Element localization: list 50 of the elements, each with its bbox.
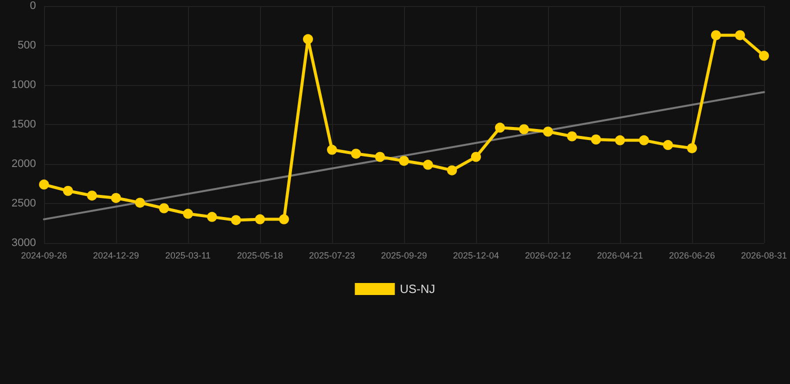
x-tick-label: 2026-02-12: [524, 250, 572, 260]
y-tick-label: 2000: [12, 158, 36, 170]
point: [519, 124, 529, 134]
point: [614, 135, 625, 146]
y-tick-label: 500: [18, 40, 36, 52]
x-tick-label: 2025-05-18: [236, 250, 284, 260]
y-tick-label: 1000: [12, 79, 36, 91]
point: [255, 214, 265, 224]
x-tick-label: 2025-03-11: [165, 250, 211, 260]
point: [63, 186, 73, 196]
x-tick-label: 2026-08-31: [740, 250, 788, 260]
x-tick-label: 2025-07-23: [308, 250, 356, 260]
point: [327, 144, 337, 155]
y-tick-label: 0: [30, 0, 36, 12]
point: [159, 203, 169, 214]
point: [566, 131, 577, 142]
x-tick-label: 2025-09-29: [380, 250, 428, 260]
point: [590, 134, 601, 145]
point: [207, 212, 217, 222]
point: [399, 156, 409, 166]
point: [183, 208, 193, 219]
legend-label: US-NJ: [400, 282, 436, 296]
x-tick-label: 2024-09-26: [20, 250, 68, 260]
point: [542, 126, 553, 137]
point: [495, 122, 505, 133]
x-tick-label: 2026-06-26: [668, 250, 716, 260]
point: [231, 215, 241, 226]
point: [471, 152, 481, 162]
x-tick-label: 2026-04-21: [596, 250, 644, 260]
y-tick-label: 3000: [12, 237, 36, 249]
y-tick-label: 1500: [12, 118, 36, 130]
point: [39, 180, 49, 190]
point: [662, 140, 673, 150]
point: [303, 34, 313, 44]
point: [375, 152, 385, 162]
point: [423, 160, 433, 170]
point: [686, 143, 697, 154]
point: [638, 135, 649, 146]
point: [447, 165, 457, 176]
point: [734, 30, 745, 40]
point: [758, 50, 769, 61]
x-tick-label: 2024-12-29: [92, 250, 140, 260]
x-tick-label: 2025-12-04: [452, 250, 500, 260]
point: [111, 192, 121, 203]
point: [710, 30, 721, 40]
point: [87, 190, 97, 201]
y-tick-label: 2500: [12, 198, 36, 210]
point: [279, 214, 289, 224]
point: [135, 198, 145, 208]
point: [351, 148, 361, 159]
